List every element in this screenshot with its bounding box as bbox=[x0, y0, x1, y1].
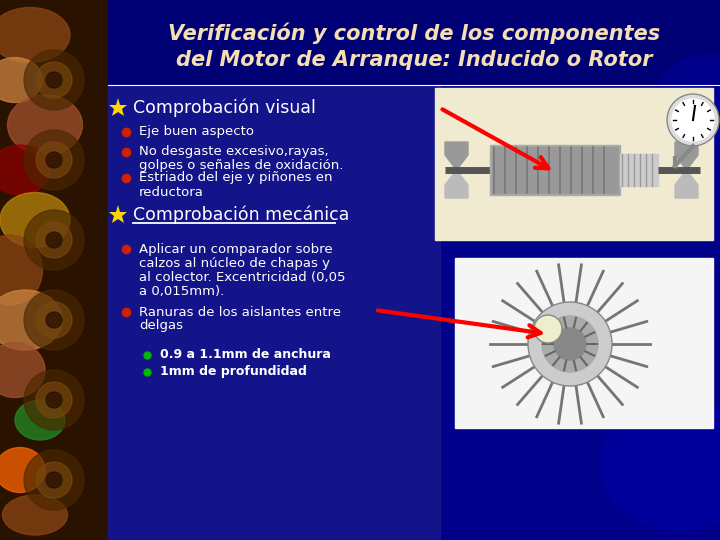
Bar bbox=[108, 85, 440, 540]
Text: reductora: reductora bbox=[139, 186, 204, 199]
Ellipse shape bbox=[600, 400, 720, 530]
Circle shape bbox=[36, 62, 72, 98]
Text: Eje buen aspecto: Eje buen aspecto bbox=[139, 125, 254, 138]
Circle shape bbox=[36, 142, 72, 178]
Circle shape bbox=[46, 312, 62, 328]
Circle shape bbox=[24, 290, 84, 350]
Text: Verificación y control de los componentes: Verificación y control de los componente… bbox=[168, 22, 660, 44]
Text: Comprobación mecánica: Comprobación mecánica bbox=[133, 206, 349, 224]
Ellipse shape bbox=[2, 495, 68, 535]
Circle shape bbox=[667, 94, 719, 146]
Bar bbox=[620, 154, 658, 186]
Bar bbox=[108, 0, 720, 85]
Text: Estriado del eje y piñones en: Estriado del eje y piñones en bbox=[139, 172, 333, 185]
Text: golpes o señales de oxidación.: golpes o señales de oxidación. bbox=[139, 159, 343, 172]
Bar bbox=[492, 147, 618, 193]
Circle shape bbox=[46, 232, 62, 248]
Bar bbox=[455, 258, 713, 428]
Text: al colector. Excentricidad (0,05: al colector. Excentricidad (0,05 bbox=[139, 271, 346, 284]
Text: Ranuras de los aislantes entre: Ranuras de los aislantes entre bbox=[139, 306, 341, 319]
Text: delgas: delgas bbox=[139, 320, 183, 333]
Circle shape bbox=[24, 450, 84, 510]
Ellipse shape bbox=[0, 145, 50, 195]
Circle shape bbox=[672, 99, 714, 141]
Circle shape bbox=[46, 472, 62, 488]
Ellipse shape bbox=[7, 95, 83, 155]
Circle shape bbox=[534, 315, 562, 343]
Ellipse shape bbox=[0, 192, 70, 247]
Circle shape bbox=[528, 302, 612, 386]
Text: calzos al núcleo de chapas y: calzos al núcleo de chapas y bbox=[139, 256, 330, 269]
Circle shape bbox=[36, 222, 72, 258]
Circle shape bbox=[36, 302, 72, 338]
Ellipse shape bbox=[0, 448, 45, 492]
Ellipse shape bbox=[655, 55, 720, 145]
Ellipse shape bbox=[0, 342, 45, 397]
Polygon shape bbox=[445, 142, 468, 170]
Text: a 0,015mm).: a 0,015mm). bbox=[139, 285, 224, 298]
Bar bbox=[0, 0, 108, 540]
Circle shape bbox=[24, 210, 84, 270]
Polygon shape bbox=[445, 170, 468, 198]
Bar bbox=[435, 88, 713, 240]
Ellipse shape bbox=[15, 400, 65, 440]
Polygon shape bbox=[675, 170, 698, 198]
Circle shape bbox=[46, 392, 62, 408]
Bar bbox=[490, 145, 620, 195]
Circle shape bbox=[554, 328, 586, 360]
Ellipse shape bbox=[0, 235, 42, 305]
Text: Aplicar un comparador sobre: Aplicar un comparador sobre bbox=[139, 242, 333, 255]
Circle shape bbox=[24, 50, 84, 110]
Text: del Motor de Arranque: Inducido o Rotor: del Motor de Arranque: Inducido o Rotor bbox=[176, 50, 652, 70]
Circle shape bbox=[36, 462, 72, 498]
Ellipse shape bbox=[0, 8, 70, 63]
Polygon shape bbox=[675, 142, 698, 170]
Circle shape bbox=[36, 382, 72, 418]
Circle shape bbox=[24, 370, 84, 430]
Circle shape bbox=[46, 152, 62, 168]
Text: Comprobación visual: Comprobación visual bbox=[133, 99, 316, 117]
Text: 1mm de profundidad: 1mm de profundidad bbox=[160, 366, 307, 379]
Ellipse shape bbox=[0, 290, 63, 350]
Circle shape bbox=[24, 130, 84, 190]
Circle shape bbox=[46, 72, 62, 88]
Text: 0.9 a 1.1mm de anchura: 0.9 a 1.1mm de anchura bbox=[160, 348, 331, 361]
Ellipse shape bbox=[0, 57, 42, 103]
Circle shape bbox=[542, 316, 598, 372]
Text: No desgaste excesivo,rayas,: No desgaste excesivo,rayas, bbox=[139, 145, 328, 159]
